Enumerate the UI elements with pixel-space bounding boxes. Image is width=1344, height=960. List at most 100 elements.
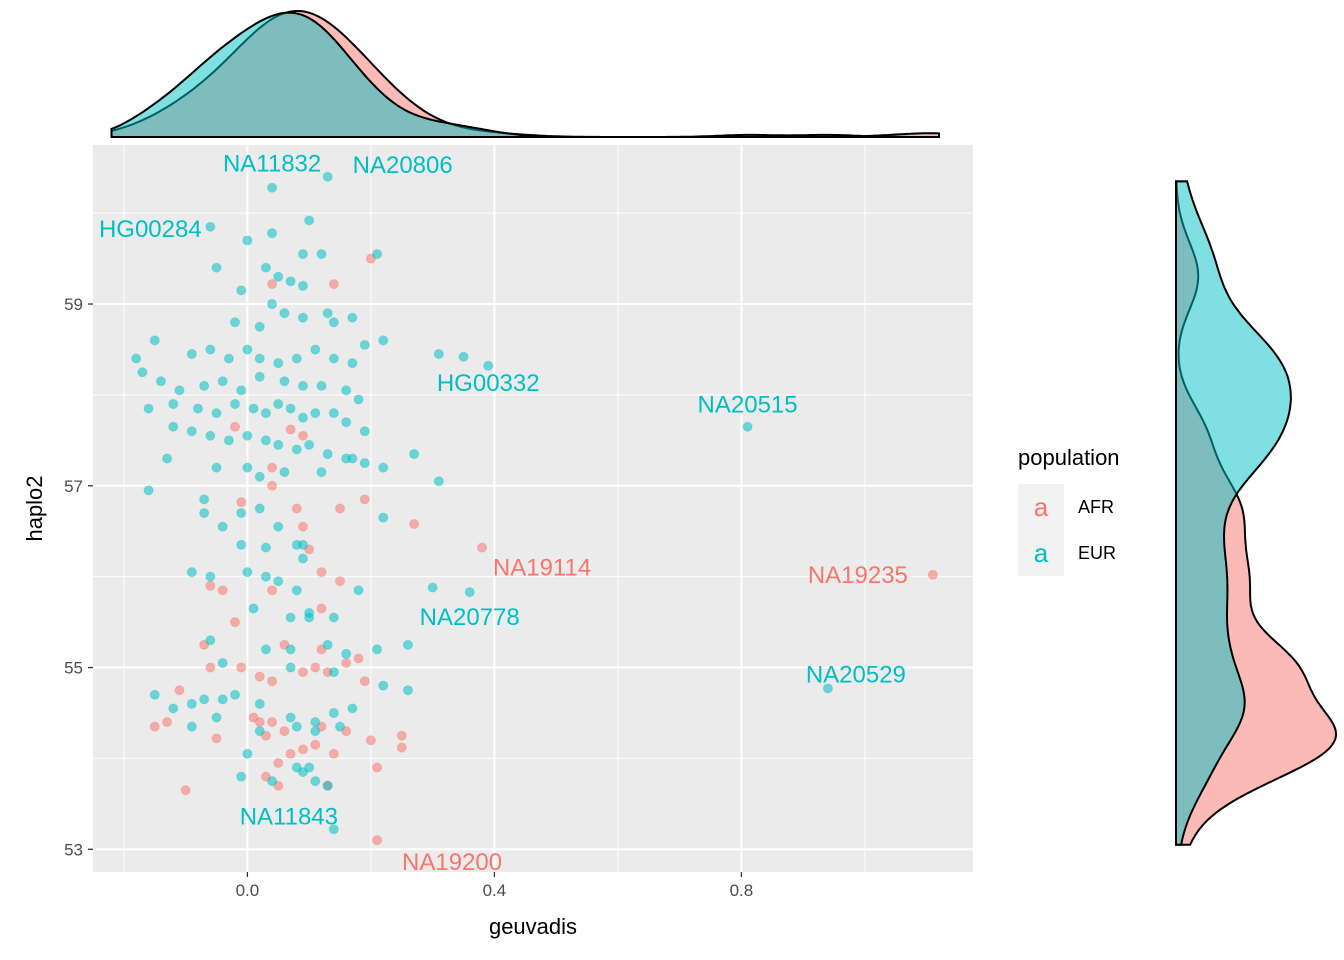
data-point-eur [347, 703, 358, 714]
data-point-afr [273, 757, 284, 769]
data-point-eur [143, 485, 154, 496]
data-point-eur [273, 358, 284, 369]
data-point-afr [254, 716, 265, 728]
top-marginal-density [110, 10, 941, 138]
y-tick-label: 53 [64, 840, 83, 859]
legend-title: population [1018, 445, 1120, 470]
data-point-eur [433, 476, 444, 487]
data-point-afr [396, 730, 407, 741]
data-point-eur [359, 339, 370, 351]
data-point-eur [254, 471, 265, 482]
plot-panel [93, 145, 973, 872]
data-point-eur [297, 553, 309, 564]
data-point-eur [205, 571, 216, 582]
top-density-eur [110, 11, 940, 138]
data-point-eur [378, 680, 389, 691]
data-point-eur [341, 385, 352, 396]
data-point-eur [310, 344, 321, 355]
data-point-eur [304, 215, 315, 226]
data-point-eur [316, 248, 327, 260]
data-point-eur [254, 321, 265, 332]
data-point-eur [229, 398, 241, 410]
data-point-eur [229, 317, 241, 328]
data-point-afr [316, 567, 327, 578]
data-point-eur [285, 612, 296, 623]
data-point-eur [273, 271, 284, 282]
data-point-eur [254, 698, 265, 709]
data-point-eur [168, 703, 179, 714]
data-point-eur [353, 585, 364, 596]
data-point-eur [483, 360, 494, 371]
right-marginal-density [1175, 180, 1338, 846]
data-point-eur [217, 376, 228, 387]
data-point-eur [304, 439, 315, 450]
right-density-eur [1175, 180, 1292, 846]
data-point-eur [143, 403, 154, 414]
y-tick-label: 59 [64, 295, 83, 314]
grid-lines [93, 145, 973, 872]
point-label: HG00332 [437, 370, 540, 397]
data-point-eur [328, 666, 339, 678]
point-label: NA19114 [493, 555, 591, 582]
data-point-afr [297, 430, 309, 441]
data-point-eur [211, 712, 222, 723]
data-point-eur [137, 367, 148, 378]
data-point-eur [285, 662, 296, 673]
data-point-afr [365, 735, 376, 746]
data-point-eur [266, 776, 278, 787]
data-point-eur [347, 453, 358, 464]
data-point-eur [742, 421, 753, 432]
data-point-afr [229, 616, 241, 628]
data-point-afr [353, 653, 364, 664]
data-point-eur [427, 582, 438, 593]
data-point-afr [409, 518, 420, 530]
point-label: NA19200 [402, 849, 502, 876]
data-point-eur [162, 453, 173, 464]
data-point-eur [297, 248, 309, 260]
data-point-afr [236, 497, 247, 508]
data-point-eur [458, 351, 469, 362]
data-point-eur [285, 403, 296, 414]
data-point-eur [260, 262, 272, 273]
data-point-afr [266, 278, 278, 290]
data-point-eur [279, 308, 290, 319]
data-point-eur [291, 721, 302, 732]
data-point-afr [359, 676, 370, 687]
data-point-afr [359, 494, 370, 505]
data-point-eur [273, 439, 284, 450]
data-point-eur [131, 353, 142, 364]
data-point-eur [322, 639, 333, 650]
x-tick-label: 0.8 [730, 881, 754, 900]
data-point-eur [260, 644, 272, 655]
data-point-afr [266, 480, 278, 491]
x-tick-label: 0.4 [483, 881, 507, 900]
data-point-afr [266, 462, 278, 473]
legend: population a AFR a EUR [1018, 445, 1120, 576]
data-point-afr [310, 739, 321, 750]
data-point-eur [328, 824, 339, 835]
data-point-eur [297, 312, 309, 323]
data-point-afr [396, 742, 407, 753]
data-point-eur [236, 771, 247, 782]
data-point-afr [328, 748, 339, 759]
data-point-eur [378, 462, 389, 473]
data-point-eur [310, 776, 321, 787]
data-point-afr [266, 716, 278, 728]
data-point-eur [211, 462, 222, 473]
data-point-afr [285, 748, 296, 759]
data-point-eur [174, 385, 185, 396]
data-point-eur [149, 335, 160, 346]
data-point-afr [254, 671, 265, 682]
y-tick-label: 55 [64, 659, 83, 678]
data-point-afr [310, 662, 321, 673]
data-point-eur [199, 494, 210, 505]
legend-key-afr [1018, 484, 1064, 530]
data-point-eur [186, 348, 197, 360]
data-point-eur [285, 644, 296, 655]
data-point-eur [402, 639, 414, 650]
x-axis-title: geuvadis [489, 914, 577, 939]
data-point-eur [205, 430, 216, 441]
data-point-eur [273, 576, 284, 587]
data-point-eur [822, 683, 833, 694]
data-point-eur [304, 612, 315, 623]
